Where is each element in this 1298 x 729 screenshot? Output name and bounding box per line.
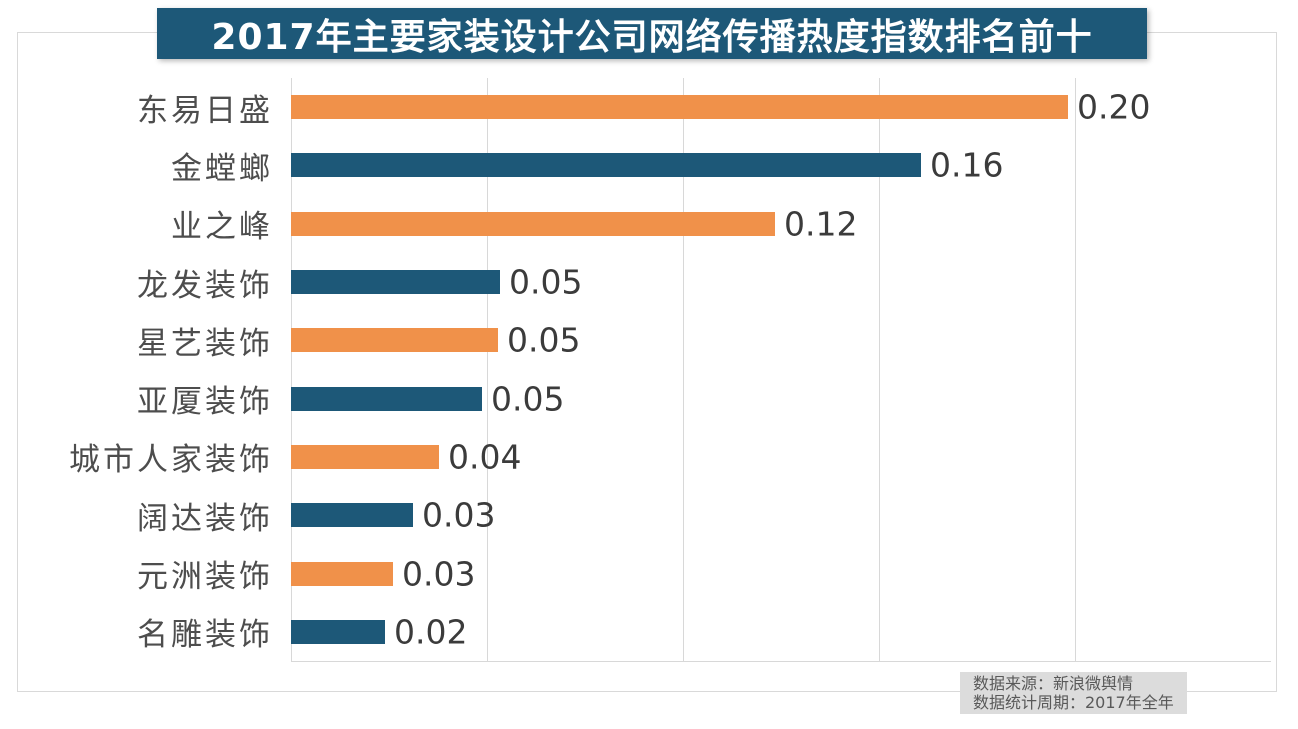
bar-row: 元洲装饰 0.03 [18,544,1276,602]
bar [291,386,482,411]
bar-row: 阔达装饰 0.03 [18,486,1276,544]
gridline [879,78,880,661]
bar [291,153,921,178]
value-label: 0.12 [784,204,858,244]
bar [291,444,439,469]
value-label: 0.03 [422,495,496,535]
chart-title-banner: 2017年主要家装设计公司网络传播热度指数排名前十 [157,8,1147,59]
bar [291,619,385,644]
gridline [291,78,292,661]
category-label: 龙发装饰 [137,267,273,304]
bar [291,211,775,236]
category-label: 星艺装饰 [137,325,273,362]
bar-rows-container: 东易日盛 0.20 金螳螂 0.16 业之峰 0.12 龙发装饰 0.05 星艺装饰 0.05 亚厦… [18,78,1276,661]
category-label: 元洲装饰 [137,559,273,596]
chart-title: 2017年主要家装设计公司网络传播热度指数排名前十 [211,16,1093,58]
source-note-box: 数据来源：新浪微舆情 数据统计周期：2017年全年 [960,672,1187,714]
bar-row: 业之峰 0.12 [18,195,1276,253]
category-label: 名雕装饰 [137,617,273,654]
category-label: 东易日盛 [137,92,273,129]
value-label: 0.05 [507,320,581,360]
category-label: 阔达装饰 [137,500,273,537]
bar-row: 亚厦装饰 0.05 [18,370,1276,428]
value-label: 0.16 [930,145,1004,185]
bar [291,95,1068,120]
value-label: 0.05 [491,379,565,419]
value-label: 0.03 [402,554,476,594]
value-label: 0.20 [1077,87,1151,127]
bar-row: 东易日盛 0.20 [18,78,1276,136]
period-line: 数据统计周期：2017年全年 [973,693,1174,712]
value-label: 0.04 [448,437,522,477]
bar-row: 金螳螂 0.16 [18,136,1276,194]
bar [291,328,498,353]
bar [291,561,393,586]
value-label: 0.02 [394,612,468,652]
chart-card: 东易日盛 0.20 金螳螂 0.16 业之峰 0.12 龙发装饰 0.05 星艺装饰 0.05 亚厦… [17,32,1277,692]
plot-area [291,78,1271,662]
gridline [487,78,488,661]
gridline [1075,78,1076,661]
bar [291,270,500,295]
category-label: 城市人家装饰 [69,442,273,479]
bar-row: 龙发装饰 0.05 [18,253,1276,311]
source-line: 数据来源：新浪微舆情 [973,674,1134,693]
category-label: 业之峰 [171,209,273,246]
bar-row: 城市人家装饰 0.04 [18,428,1276,486]
gridline [683,78,684,661]
category-label: 亚厦装饰 [137,384,273,421]
bar-row: 名雕装饰 0.02 [18,603,1276,661]
bar-row: 星艺装饰 0.05 [18,311,1276,369]
value-label: 0.05 [509,262,583,302]
bar [291,503,413,528]
category-label: 金螳螂 [171,150,273,187]
